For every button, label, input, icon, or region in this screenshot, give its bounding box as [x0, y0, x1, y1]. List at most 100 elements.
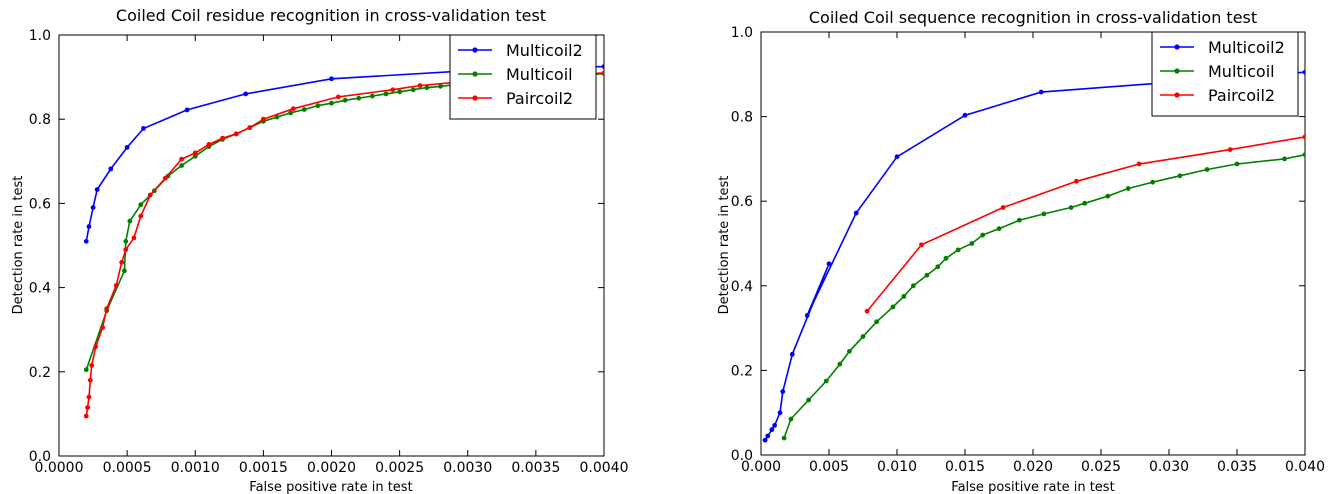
data-point — [147, 192, 153, 198]
data-point — [89, 363, 95, 368]
data-point — [962, 112, 968, 118]
data-point — [935, 264, 941, 270]
x-tick-label: 0.040 — [1285, 459, 1325, 475]
data-point — [104, 306, 110, 312]
data-point — [342, 97, 348, 103]
data-point — [85, 405, 91, 410]
data-point — [804, 313, 810, 318]
data-point — [127, 218, 133, 224]
x-tick-label: 0.0035 — [511, 460, 560, 476]
data-point — [601, 70, 604, 76]
x-tick-label: 0.005 — [809, 459, 849, 475]
x-tick-label: 0.0025 — [375, 460, 424, 476]
x-tick-label: 0.020 — [1013, 459, 1053, 475]
legend-marker — [1174, 68, 1180, 74]
y-tick-label: 0.0 — [29, 449, 51, 465]
data-point — [788, 416, 794, 422]
data-point — [162, 175, 168, 181]
legend-label: Multicoil — [1208, 62, 1275, 81]
y-tick-label: 0.2 — [29, 365, 51, 381]
x-tick-label: 0.0030 — [443, 460, 492, 476]
y-axis-label: Detection rate in test — [717, 176, 732, 315]
x-tick-label: 0.030 — [1149, 459, 1189, 475]
data-point — [1105, 193, 1111, 199]
data-point — [772, 422, 777, 428]
legend-label: Multicoil2 — [506, 41, 583, 60]
series-paircoil2 — [83, 70, 604, 419]
data-point — [113, 283, 119, 288]
data-point — [826, 261, 832, 267]
data-point — [1302, 152, 1305, 158]
data-point — [290, 106, 296, 112]
x-tick-label: 0.0015 — [239, 460, 288, 476]
x-tick-label: 0.0040 — [580, 460, 629, 476]
x-axis-label: False positive rate in test — [951, 480, 1114, 494]
x-tick-label: 0.010 — [877, 459, 917, 475]
data-point — [138, 202, 144, 208]
data-point — [233, 131, 239, 137]
data-point — [901, 293, 907, 299]
data-point — [179, 156, 185, 162]
series-multicoil — [781, 152, 1305, 441]
data-point — [119, 259, 125, 265]
data-point — [94, 187, 100, 192]
data-point — [1282, 156, 1287, 162]
data-point — [919, 242, 924, 248]
legend-marker — [472, 71, 478, 77]
data-point — [777, 410, 783, 416]
x-tick-label: 0.035 — [1217, 459, 1257, 475]
x-tick-label: 0.015 — [945, 459, 985, 475]
data-point — [93, 344, 99, 349]
data-point — [1074, 178, 1079, 184]
y-tick-label: 0.8 — [29, 112, 51, 128]
data-point — [274, 114, 280, 120]
data-point — [86, 224, 92, 229]
data-point — [980, 232, 986, 238]
data-point — [1038, 89, 1044, 95]
data-point — [601, 64, 604, 69]
data-point — [874, 319, 879, 325]
data-point — [864, 308, 870, 314]
data-point — [837, 361, 843, 367]
data-point — [83, 413, 89, 419]
data-point — [780, 389, 786, 394]
left-chart-panel: Coiled Coil residue recognition in cross… — [0, 0, 660, 494]
x-tick-label: 0.0010 — [171, 460, 220, 476]
data-point — [179, 163, 185, 168]
data-point — [138, 213, 144, 219]
x-tick-label: 0.0000 — [35, 460, 84, 476]
series-line-multicoil2 — [85, 65, 604, 242]
legend-label: Multicoil2 — [1208, 38, 1285, 57]
data-point — [86, 394, 92, 400]
data-point — [100, 325, 105, 330]
data-point — [329, 100, 334, 106]
y-tick-label: 0.2 — [731, 363, 753, 379]
legend: Multicoil2 Multicoil Paircoil2 — [449, 34, 597, 120]
data-point — [924, 272, 930, 278]
legend-label: Paircoil2 — [506, 89, 573, 108]
data-point — [123, 238, 129, 244]
y-tick-label: 0.0 — [731, 448, 753, 464]
data-point — [1302, 134, 1305, 140]
data-point — [83, 238, 89, 244]
data-point — [1136, 161, 1142, 167]
data-point — [87, 377, 93, 383]
data-point — [943, 255, 949, 261]
x-tick-label: 0.0005 — [103, 460, 152, 476]
y-tick-label: 1.0 — [731, 25, 753, 41]
legend: Multicoil2 Multicoil Paircoil2 — [1151, 31, 1299, 117]
data-point — [90, 205, 96, 211]
data-point — [397, 89, 403, 95]
data-point — [1227, 147, 1233, 152]
data-point — [955, 247, 961, 253]
data-point — [192, 153, 198, 159]
data-point — [1204, 167, 1210, 172]
data-point — [769, 427, 775, 433]
series-line-multicoil2 — [764, 71, 1305, 441]
data-point — [894, 154, 900, 160]
data-point — [410, 87, 416, 93]
legend-marker — [472, 95, 478, 101]
data-point — [910, 283, 916, 289]
data-point — [108, 166, 114, 172]
x-tick-label: 0.000 — [741, 459, 781, 475]
